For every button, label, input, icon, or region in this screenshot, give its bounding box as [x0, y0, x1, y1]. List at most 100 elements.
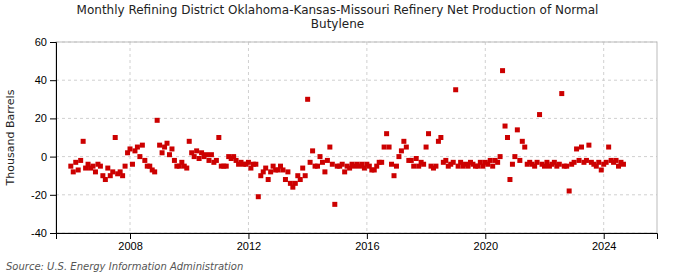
point [268, 169, 273, 174]
plot-area: 20082012201620202024-40-200204060 [31, 36, 657, 252]
y-tick: 60 [35, 36, 56, 48]
point [401, 139, 406, 144]
point [559, 91, 564, 96]
grid-line-y [56, 156, 657, 157]
point [340, 162, 345, 167]
y-tick-label: -20 [31, 189, 47, 201]
point [503, 124, 508, 129]
point [424, 145, 429, 150]
point [522, 145, 527, 150]
point [123, 164, 128, 169]
point [187, 139, 192, 144]
point [68, 164, 73, 169]
point [572, 160, 577, 165]
chart-title-line: Monthly Refining District Oklahoma-Kansa… [77, 3, 599, 17]
point [411, 164, 416, 169]
point [216, 135, 221, 140]
x-axis-line [57, 234, 658, 240]
point [396, 154, 401, 159]
point [317, 154, 322, 159]
point [387, 145, 392, 150]
y-tick: -20 [31, 189, 56, 201]
y-tick: 20 [35, 112, 56, 124]
point [604, 160, 609, 165]
point [103, 177, 108, 182]
chart-svg: Monthly Refining District Oklahoma-Kansa… [0, 0, 675, 275]
point [596, 160, 601, 165]
point [399, 148, 404, 153]
point [197, 156, 202, 161]
y-tick-mark [50, 42, 56, 43]
point [433, 164, 438, 169]
point [495, 160, 500, 165]
y-axis: -40-200204060 [31, 36, 56, 239]
x-tick-label: 2024 [592, 240, 616, 252]
point [214, 158, 219, 163]
point [500, 68, 505, 73]
point [330, 162, 335, 167]
point [194, 148, 199, 153]
grid-line-x [130, 42, 131, 233]
point [438, 135, 443, 140]
point [184, 166, 189, 171]
point [167, 152, 172, 157]
point [246, 160, 251, 165]
point [78, 158, 83, 163]
point [384, 131, 389, 136]
y-tick-label: 20 [35, 112, 47, 124]
point [310, 148, 315, 153]
grid-line-x [603, 42, 604, 233]
point [263, 166, 268, 171]
point [137, 154, 142, 159]
point [253, 162, 258, 167]
chart-title-line: Butylene [311, 17, 364, 31]
y-tick-label: 0 [41, 151, 47, 163]
y-tick-mark [50, 118, 56, 119]
point [515, 127, 520, 132]
point [409, 158, 414, 163]
point [169, 146, 174, 151]
point [204, 152, 209, 157]
point [327, 145, 332, 150]
point [73, 160, 78, 165]
point [142, 158, 147, 163]
x-tick-label: 2012 [237, 240, 261, 252]
point [621, 162, 626, 167]
y-tick-label: 40 [35, 74, 47, 86]
point [172, 158, 177, 163]
point [192, 154, 197, 159]
point [285, 169, 290, 174]
point [76, 167, 81, 172]
grid-line-x [248, 42, 249, 233]
source-annotation: Source: U.S. Energy Information Administ… [6, 261, 243, 272]
point [157, 143, 162, 148]
x-tick: 2024 [592, 233, 616, 252]
point [379, 160, 384, 165]
point [564, 164, 569, 169]
point [579, 145, 584, 150]
point [421, 162, 426, 167]
point [308, 160, 313, 165]
point [110, 169, 115, 174]
y-tick: 0 [41, 151, 56, 163]
point [584, 158, 589, 163]
point [577, 158, 582, 163]
point [98, 164, 103, 169]
point [389, 162, 394, 167]
x-tick-mark [248, 233, 249, 239]
point [332, 202, 337, 207]
chart-container: Monthly Refining District Oklahoma-Kansa… [0, 0, 675, 275]
point [140, 143, 145, 148]
point [266, 177, 271, 182]
point [152, 169, 157, 174]
point [567, 188, 572, 193]
point [586, 143, 591, 148]
point [488, 158, 493, 163]
grid-line-y [56, 80, 657, 81]
point [256, 194, 261, 199]
point [574, 146, 579, 151]
point [130, 162, 135, 167]
y-tick-label: 60 [35, 36, 47, 48]
point [325, 158, 330, 163]
x-tick-mark [604, 233, 605, 239]
